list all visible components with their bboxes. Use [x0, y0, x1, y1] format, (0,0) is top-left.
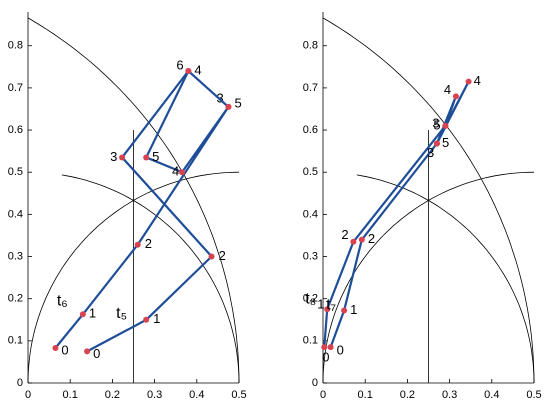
- point-label: 3: [432, 115, 439, 130]
- x-tick-label: 0.3: [147, 389, 162, 401]
- point-label: 2: [341, 227, 348, 242]
- point-label: 4: [474, 73, 481, 88]
- point: [324, 306, 331, 313]
- series-line: [329, 95, 457, 348]
- point: [84, 348, 91, 355]
- point: [179, 169, 186, 176]
- series-name: t₆: [57, 292, 68, 309]
- y-tick-label: 0.6: [8, 124, 23, 136]
- point-label: 0: [322, 350, 329, 365]
- y-tick-label: 0.1: [303, 335, 318, 347]
- point: [442, 122, 449, 129]
- x-tick-label: 0.2: [105, 389, 120, 401]
- point-label: 3: [110, 149, 117, 164]
- y-tick-label: 0.3: [8, 250, 23, 262]
- y-tick-label: 0.8: [8, 40, 23, 52]
- x-tick-label: 0.1: [63, 389, 78, 401]
- point: [134, 241, 141, 248]
- x-tick-label: 0: [25, 389, 31, 401]
- cross-arc: [356, 174, 535, 384]
- point: [185, 68, 192, 75]
- y-tick-label: 0.6: [303, 124, 318, 136]
- series-line: [86, 69, 230, 353]
- point-label: 0: [337, 343, 344, 358]
- point-label: 5: [234, 95, 241, 110]
- point: [52, 345, 59, 352]
- y-tick-label: 0.7: [8, 82, 23, 94]
- point: [225, 103, 232, 110]
- x-tick-label: 0: [320, 389, 326, 401]
- point-label: 1: [317, 297, 324, 312]
- point-label: 0: [61, 342, 68, 357]
- boundary-arc: [322, 17, 535, 384]
- point: [465, 78, 472, 85]
- point-label: 5: [442, 135, 449, 150]
- point: [350, 238, 357, 245]
- point: [208, 253, 215, 260]
- y-tick-label: 0.5: [303, 166, 318, 178]
- point-label: 4: [444, 82, 451, 97]
- point: [143, 154, 150, 161]
- point-label: 2: [219, 248, 226, 263]
- point: [143, 316, 150, 323]
- y-tick-label: 0.3: [303, 250, 318, 262]
- point: [433, 140, 440, 147]
- point: [452, 93, 459, 100]
- inner-arc: [27, 171, 240, 384]
- x-tick-label: 0.4: [484, 389, 499, 401]
- x-tick-label: 0.1: [358, 389, 373, 401]
- y-tick-label: 0.5: [8, 166, 23, 178]
- series-name: t₅: [116, 305, 127, 322]
- point-label: 6: [176, 57, 183, 72]
- point-label: 3: [427, 145, 434, 160]
- point: [321, 344, 328, 351]
- x-tick-label: 0.3: [442, 389, 457, 401]
- point-label: 4: [194, 62, 201, 77]
- y-tick-label: 0.2: [303, 293, 318, 305]
- point-label: 4: [172, 164, 179, 179]
- point: [341, 307, 348, 314]
- point-label: 0: [93, 346, 100, 361]
- x-tick-label: 0.5: [526, 389, 541, 401]
- point-label: 2: [368, 231, 375, 246]
- y-tick-label: 0.1: [8, 335, 23, 347]
- cross-arc: [61, 174, 240, 384]
- x-tick-label: 0.4: [189, 389, 204, 401]
- y-tick-label: 0.7: [303, 82, 318, 94]
- point-label: 5: [152, 149, 159, 164]
- y-tick-label: 0.2: [8, 293, 23, 305]
- point-label: 1: [89, 306, 96, 321]
- y-tick-label: 0: [312, 377, 318, 389]
- x-tick-label: 0.2: [400, 389, 415, 401]
- series-line: [54, 70, 230, 349]
- y-tick-label: 0.8: [303, 40, 318, 52]
- point-label: 3: [216, 90, 223, 105]
- point: [358, 236, 365, 243]
- inner-arc: [322, 171, 535, 384]
- x-tick-label: 0.5: [231, 389, 246, 401]
- point: [119, 154, 126, 161]
- point-label: 1: [350, 302, 357, 317]
- point-label: 1: [153, 311, 160, 326]
- series-name: t₇: [326, 297, 336, 314]
- point-label: 5: [433, 117, 440, 132]
- point: [327, 344, 334, 351]
- series-line: [323, 81, 470, 348]
- y-tick-label: 0.4: [8, 208, 23, 220]
- point-label: 2: [145, 236, 152, 251]
- y-tick-label: 0.4: [303, 208, 318, 220]
- series-name: t₈: [305, 290, 316, 307]
- point: [79, 311, 86, 318]
- y-tick-label: 0: [17, 377, 23, 389]
